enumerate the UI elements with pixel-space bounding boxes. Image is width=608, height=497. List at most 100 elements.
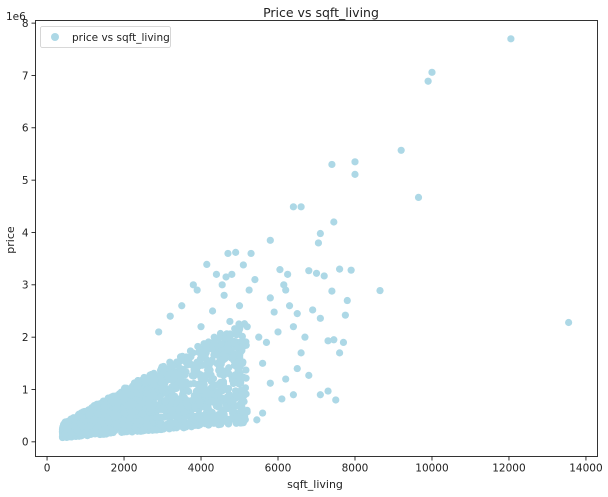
- data-point: [259, 359, 267, 367]
- data-point: [266, 236, 274, 244]
- y-tick-label: 5: [22, 175, 29, 187]
- data-point: [124, 401, 132, 410]
- data-point: [278, 395, 286, 403]
- data-point: [235, 302, 244, 310]
- data-point: [424, 77, 432, 85]
- data-point: [231, 371, 239, 379]
- data-point: [159, 362, 168, 371]
- data-point: [142, 394, 150, 403]
- data-point: [176, 364, 184, 372]
- data-point: [428, 68, 436, 76]
- data-point: [351, 158, 359, 166]
- y-axis: 0 1 2 3 4 5 6 7 8: [22, 18, 36, 449]
- data-point: [251, 275, 259, 284]
- data-point: [150, 381, 159, 389]
- data-point: [190, 367, 198, 375]
- data-point: [397, 146, 405, 154]
- y-tick-label: 0: [22, 437, 29, 449]
- data-point: [247, 249, 255, 258]
- data-point: [151, 375, 159, 383]
- data-point: [218, 281, 226, 289]
- data-point: [376, 286, 384, 295]
- x-axis-label: sqft_living: [287, 478, 343, 491]
- plot-frame: [35, 20, 598, 457]
- data-point: [316, 229, 324, 238]
- data-point: [166, 423, 174, 431]
- data-point: [229, 353, 237, 361]
- data-point: [237, 399, 245, 407]
- data-point: [232, 327, 241, 335]
- data-point: [212, 270, 221, 278]
- data-point: [158, 384, 166, 392]
- data-point: [203, 260, 211, 269]
- data-point: [243, 323, 251, 331]
- y-tick-label: 2: [22, 332, 29, 344]
- data-point: [253, 416, 261, 424]
- data-point: [232, 419, 240, 427]
- data-point: [164, 375, 172, 384]
- data-point: [198, 352, 206, 360]
- data-point: [225, 391, 233, 399]
- data-point: [205, 419, 213, 427]
- data-point: [194, 342, 202, 351]
- data-point: [190, 379, 198, 388]
- data-point: [220, 355, 228, 364]
- x-tick-label: 2000: [111, 463, 138, 475]
- data-point: [201, 372, 209, 380]
- data-point: [230, 339, 238, 347]
- data-point: [289, 323, 297, 331]
- data-point: [219, 417, 227, 426]
- data-point: [237, 405, 246, 413]
- data-point: [235, 320, 243, 328]
- data-point: [184, 354, 192, 362]
- data-point: [209, 413, 217, 421]
- data-point: [199, 417, 207, 426]
- data-point: [233, 413, 241, 421]
- data-point: [151, 391, 159, 400]
- data-point: [507, 35, 515, 43]
- data-point: [180, 424, 188, 432]
- data-point: [220, 291, 228, 299]
- x-tick-label: 14000: [569, 463, 602, 475]
- data-point: [196, 398, 204, 406]
- data-point: [177, 404, 185, 412]
- points-layer: [58, 35, 573, 442]
- data-point: [62, 419, 70, 427]
- data-point: [305, 371, 313, 379]
- data-point: [207, 398, 215, 406]
- data-point: [189, 281, 197, 289]
- x-tick-label: 4000: [188, 463, 215, 475]
- data-point: [314, 239, 323, 247]
- data-point: [69, 414, 78, 423]
- data-point: [316, 314, 324, 322]
- data-point: [347, 266, 355, 274]
- data-point: [133, 383, 141, 391]
- data-point: [207, 371, 215, 379]
- data-point: [158, 378, 166, 386]
- legend-marker: [51, 33, 59, 41]
- data-point: [224, 249, 232, 258]
- data-point: [224, 345, 233, 354]
- data-point: [274, 328, 282, 336]
- data-point: [230, 361, 239, 369]
- data-point: [113, 422, 121, 431]
- data-point: [178, 302, 186, 310]
- data-point: [169, 410, 177, 418]
- y-tick-label: 6: [22, 123, 29, 135]
- data-point: [214, 390, 222, 398]
- data-point: [138, 410, 147, 418]
- data-point: [121, 387, 129, 395]
- data-point: [143, 420, 151, 429]
- data-point: [96, 417, 105, 425]
- data-point: [282, 375, 290, 383]
- data-point: [208, 307, 217, 315]
- data-point: [229, 397, 237, 405]
- data-point: [97, 427, 106, 435]
- data-point: [178, 352, 187, 361]
- data-point: [284, 270, 292, 278]
- data-point: [324, 337, 332, 345]
- data-point: [150, 369, 158, 377]
- data-point: [169, 362, 177, 370]
- data-point: [259, 409, 267, 417]
- data-point: [301, 333, 309, 341]
